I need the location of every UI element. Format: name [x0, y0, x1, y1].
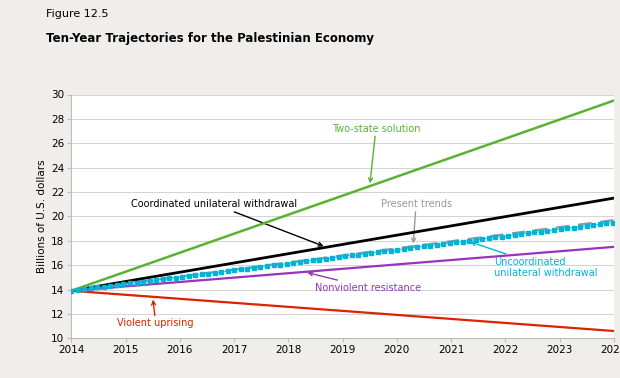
Text: Violent uprising: Violent uprising: [117, 301, 194, 328]
Text: Figure 12.5: Figure 12.5: [46, 9, 109, 19]
Text: Nonviolent resistance: Nonviolent resistance: [309, 272, 422, 293]
Text: Two-state solution: Two-state solution: [332, 124, 420, 182]
Text: Present trends: Present trends: [381, 199, 451, 242]
Y-axis label: Billions of U.S. dollars: Billions of U.S. dollars: [37, 160, 47, 273]
Text: Coordinated unilateral withdrawal: Coordinated unilateral withdrawal: [131, 199, 322, 246]
Text: Ten-Year Trajectories for the Palestinian Economy: Ten-Year Trajectories for the Palestinia…: [46, 32, 374, 45]
Text: Uncoordinated
unilateral withdrawal: Uncoordinated unilateral withdrawal: [471, 242, 598, 278]
